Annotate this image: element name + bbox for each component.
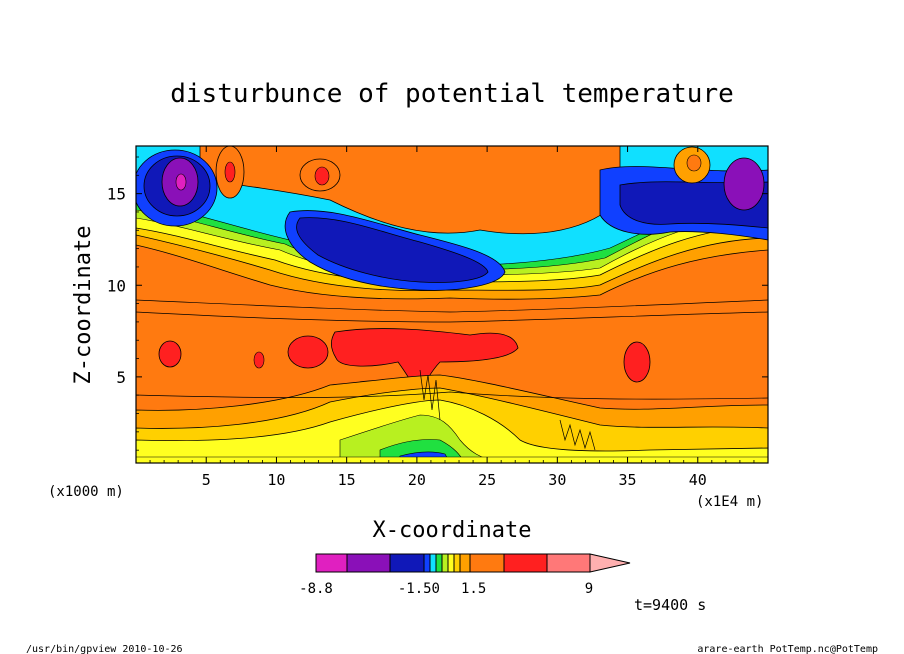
colorbar-bin-salmon: [546, 553, 591, 573]
x-tick-label: 15: [338, 471, 356, 489]
colorbar-labels: -8.8 -1.50 1.5 9: [299, 581, 593, 597]
y-tick-label: 10: [107, 276, 126, 295]
colorbar-bin-blue: [423, 553, 431, 573]
colorbar: [315, 553, 631, 573]
colorbar-bin-gold: [453, 553, 461, 573]
y-axis-label: Z-coordinate: [71, 226, 96, 385]
red-blob-small: [253, 351, 265, 369]
x-tick-label: 30: [548, 471, 566, 489]
x-tick-label: 40: [689, 471, 707, 489]
colorbar-bin-green: [435, 553, 443, 573]
colorbar-bin-dark-blue: [389, 553, 425, 573]
colorbar-bin-magenta: [315, 553, 348, 573]
colorbar-bin-yellow: [447, 553, 455, 573]
colorbar-bin-amber: [459, 553, 471, 573]
colorbar-label: -1.50: [398, 581, 440, 597]
footer-left: /usr/bin/gpview 2010-10-26: [26, 644, 183, 654]
right-vortex-purple: [723, 157, 765, 211]
y-axis: 5 10 15: [107, 156, 768, 451]
x-tick-label: 10: [267, 471, 285, 489]
plot-frame: [135, 145, 769, 464]
x-axis: 5 10 15 20 25 30 35 40: [149, 146, 755, 489]
colorbar-bin-orange: [469, 553, 505, 573]
top-blob-3-inner: [686, 154, 702, 172]
x-tick-label: 5: [202, 471, 211, 489]
top-blob-2-red: [314, 166, 330, 186]
y-tick-label: 5: [116, 368, 126, 387]
colorbar-label: -8.8: [299, 581, 333, 597]
chart-title: disturbunce of potential temperature: [170, 79, 734, 109]
contour-lines: [136, 299, 768, 451]
x-tick-label: 20: [408, 471, 426, 489]
x-axis-label: X-coordinate: [373, 518, 532, 543]
footer-right: arare-earth_PotTemp.nc@PotTemp: [697, 644, 878, 654]
surface-band: [136, 456, 768, 463]
colorbar-bin-yellow-green: [441, 553, 449, 573]
colorbar-label: 1.5: [461, 581, 486, 597]
colorbar-bin-purple: [346, 553, 391, 573]
x-unit-note: (x1E4 m): [696, 494, 763, 510]
x-tick-label: 25: [478, 471, 496, 489]
red-blob-right: [623, 341, 651, 383]
blue-anomaly-inner: [296, 217, 489, 283]
left-vortex-magenta: [175, 173, 187, 191]
top-blob-1-red: [224, 161, 236, 183]
x-tick-label: 35: [619, 471, 637, 489]
colorbar-bin-pink: [589, 553, 631, 573]
y-tick-label: 15: [107, 185, 126, 204]
colorbar-bin-red: [503, 553, 548, 573]
y-unit-note: (x1000 m): [48, 484, 124, 500]
red-blob-left: [287, 335, 329, 369]
colorbar-label: 9: [585, 581, 593, 597]
colorbar-bin-cyan: [429, 553, 437, 573]
red-core: [330, 328, 519, 393]
time-label: t=9400 s: [634, 596, 706, 614]
red-blob-far-left: [158, 340, 182, 368]
contour-field: [136, 146, 768, 463]
